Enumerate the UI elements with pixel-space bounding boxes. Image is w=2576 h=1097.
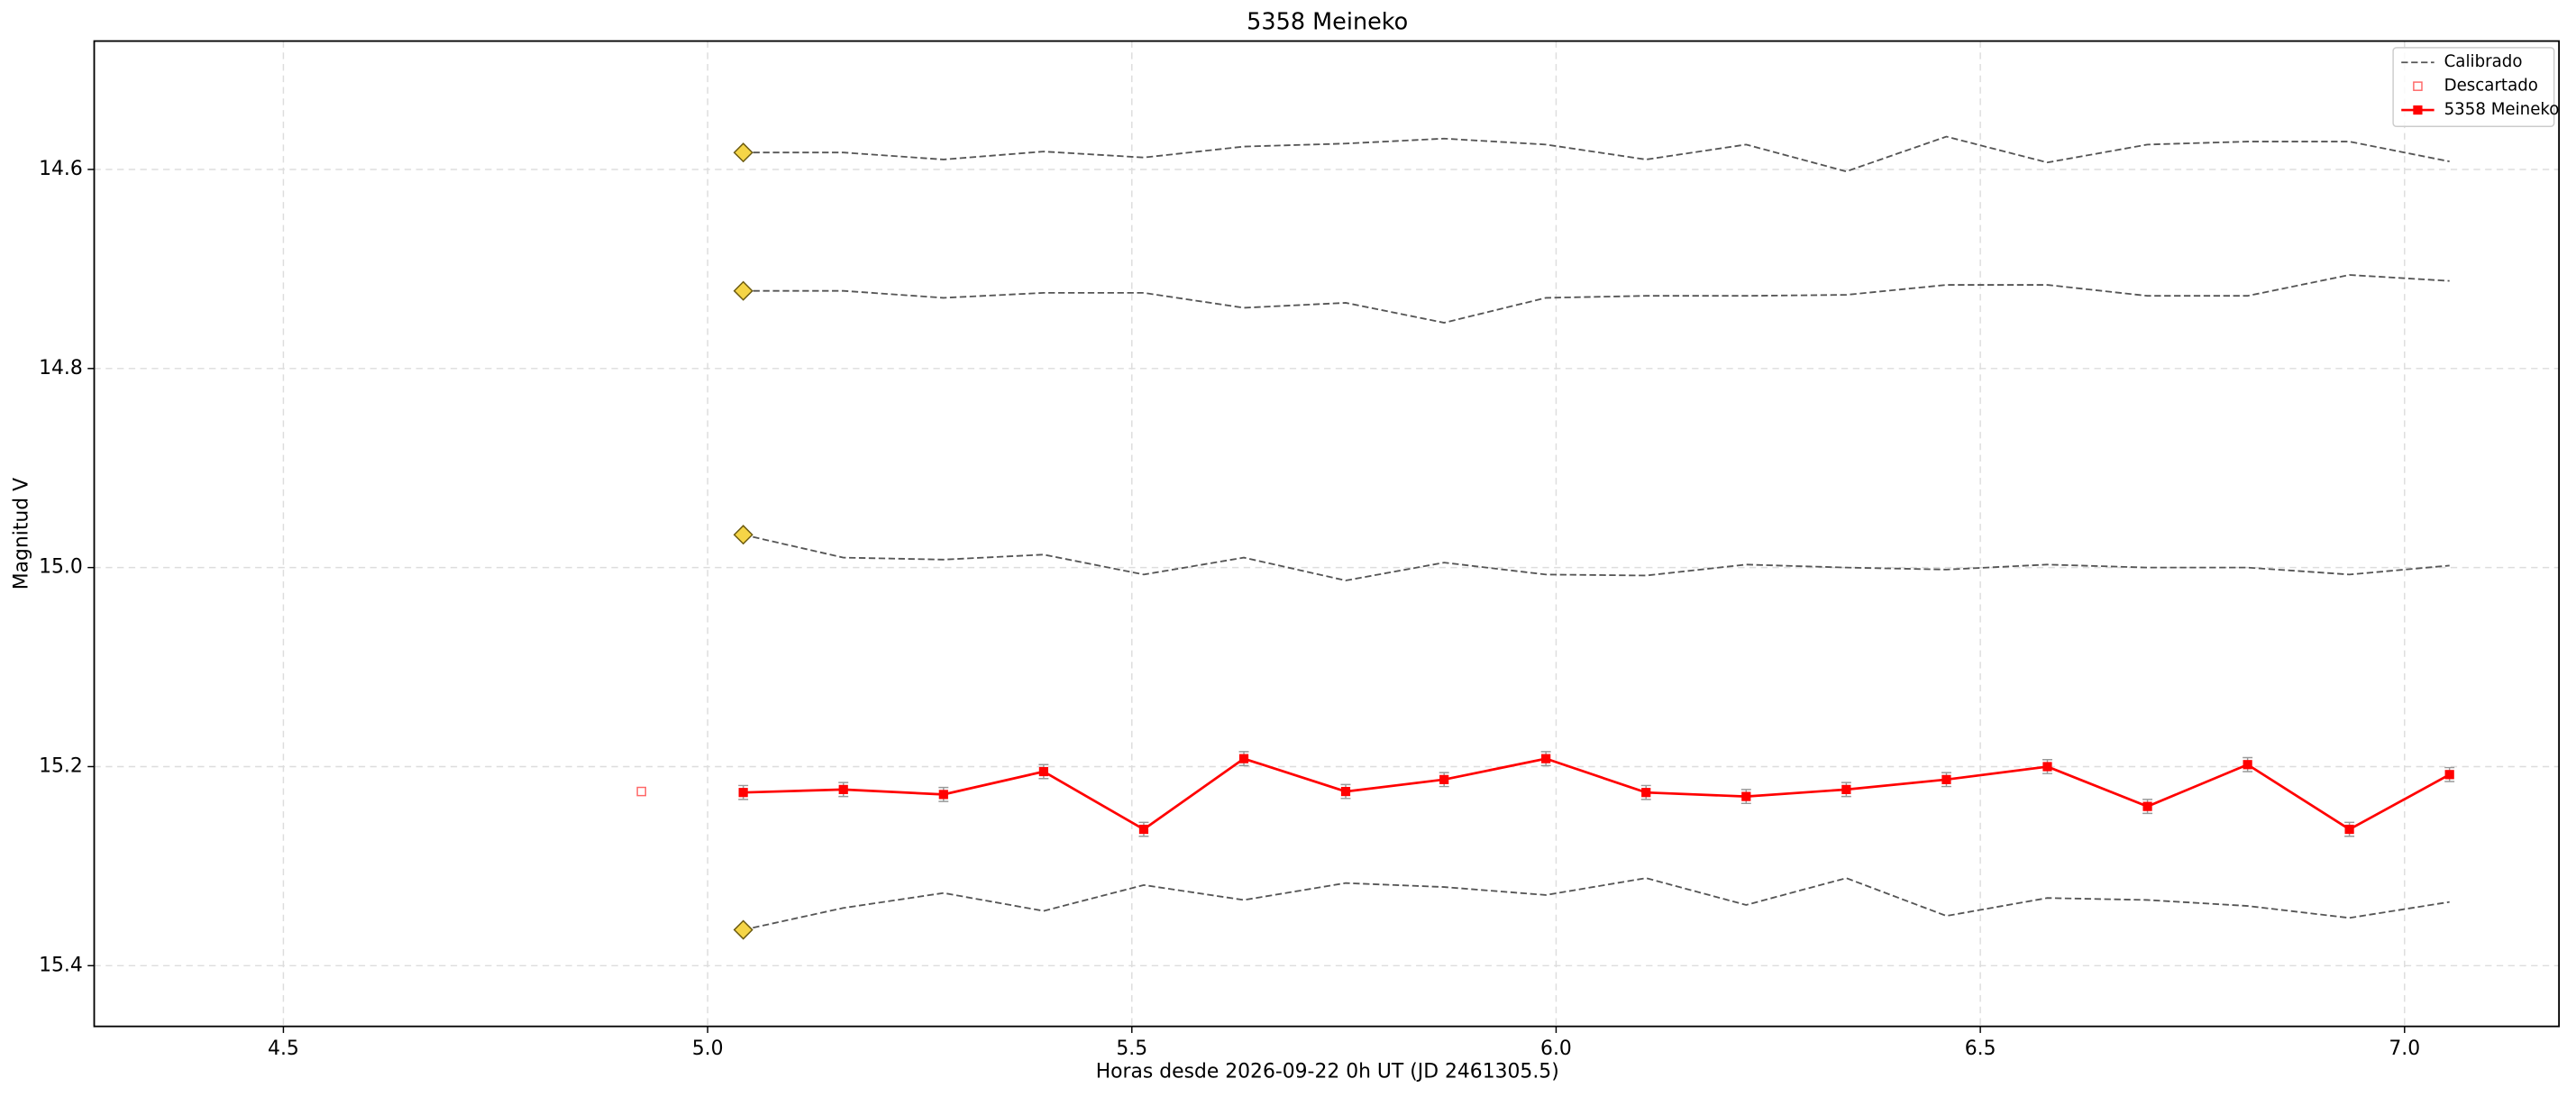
target-point	[1541, 754, 1551, 763]
x-tick-label: 5.0	[692, 1038, 724, 1060]
axes-frame	[93, 40, 2561, 1028]
reference-marker	[733, 280, 754, 301]
y-tick-label: 15.0	[39, 556, 83, 579]
target-point	[2243, 760, 2252, 770]
x-tick-label: 6.0	[1540, 1038, 1572, 1060]
x-tick-label: 4.5	[268, 1038, 299, 1060]
discarded-point	[636, 786, 646, 797]
target-point	[2344, 824, 2354, 835]
y-tick-label: 15.4	[39, 954, 83, 976]
legend-swatch	[2413, 81, 2423, 91]
target-point	[1741, 791, 1751, 801]
calibrated-line	[743, 135, 2450, 173]
target-point	[2142, 801, 2152, 811]
target-point	[1038, 766, 1048, 777]
legend-label: 5358 Meineko	[2444, 100, 2560, 119]
reference-marker	[733, 919, 754, 940]
target-point	[838, 784, 848, 794]
target-point	[938, 790, 948, 800]
target-point	[1841, 784, 1851, 794]
x-axis-label: Horas desde 2026-09-22 0h UT (JD 2461305…	[1096, 1061, 1559, 1083]
target-point	[1238, 754, 1249, 763]
legend-box	[2392, 47, 2555, 128]
calibrated-line	[743, 877, 2450, 931]
reference-marker	[733, 142, 754, 163]
y-tick-label: 14.8	[39, 357, 83, 379]
target-point	[738, 788, 748, 798]
target-point	[2444, 770, 2454, 780]
legend-label: Calibrado	[2444, 52, 2523, 71]
legend-label: Descartado	[2444, 77, 2538, 96]
target-point	[1138, 824, 1149, 835]
y-tick-label: 14.6	[39, 158, 83, 180]
target-point	[1941, 774, 1951, 784]
chart-title: 5358 Meineko	[1247, 9, 1408, 36]
y-tick-label: 15.2	[39, 754, 83, 777]
y-axis-label: Magnitud V	[10, 478, 32, 590]
calibrated-line	[743, 534, 2450, 581]
target-point	[1340, 786, 1351, 797]
x-tick-label: 7.0	[2389, 1038, 2420, 1060]
calibrated-line	[743, 274, 2450, 324]
legend-swatch	[2413, 105, 2423, 115]
target-point	[2042, 762, 2052, 772]
target-point	[1439, 774, 1449, 784]
target-point	[1641, 788, 1651, 798]
reference-marker	[733, 525, 754, 545]
x-tick-label: 6.5	[1965, 1038, 1996, 1060]
target-line	[743, 757, 2451, 831]
x-tick-label: 5.5	[1116, 1038, 1147, 1060]
